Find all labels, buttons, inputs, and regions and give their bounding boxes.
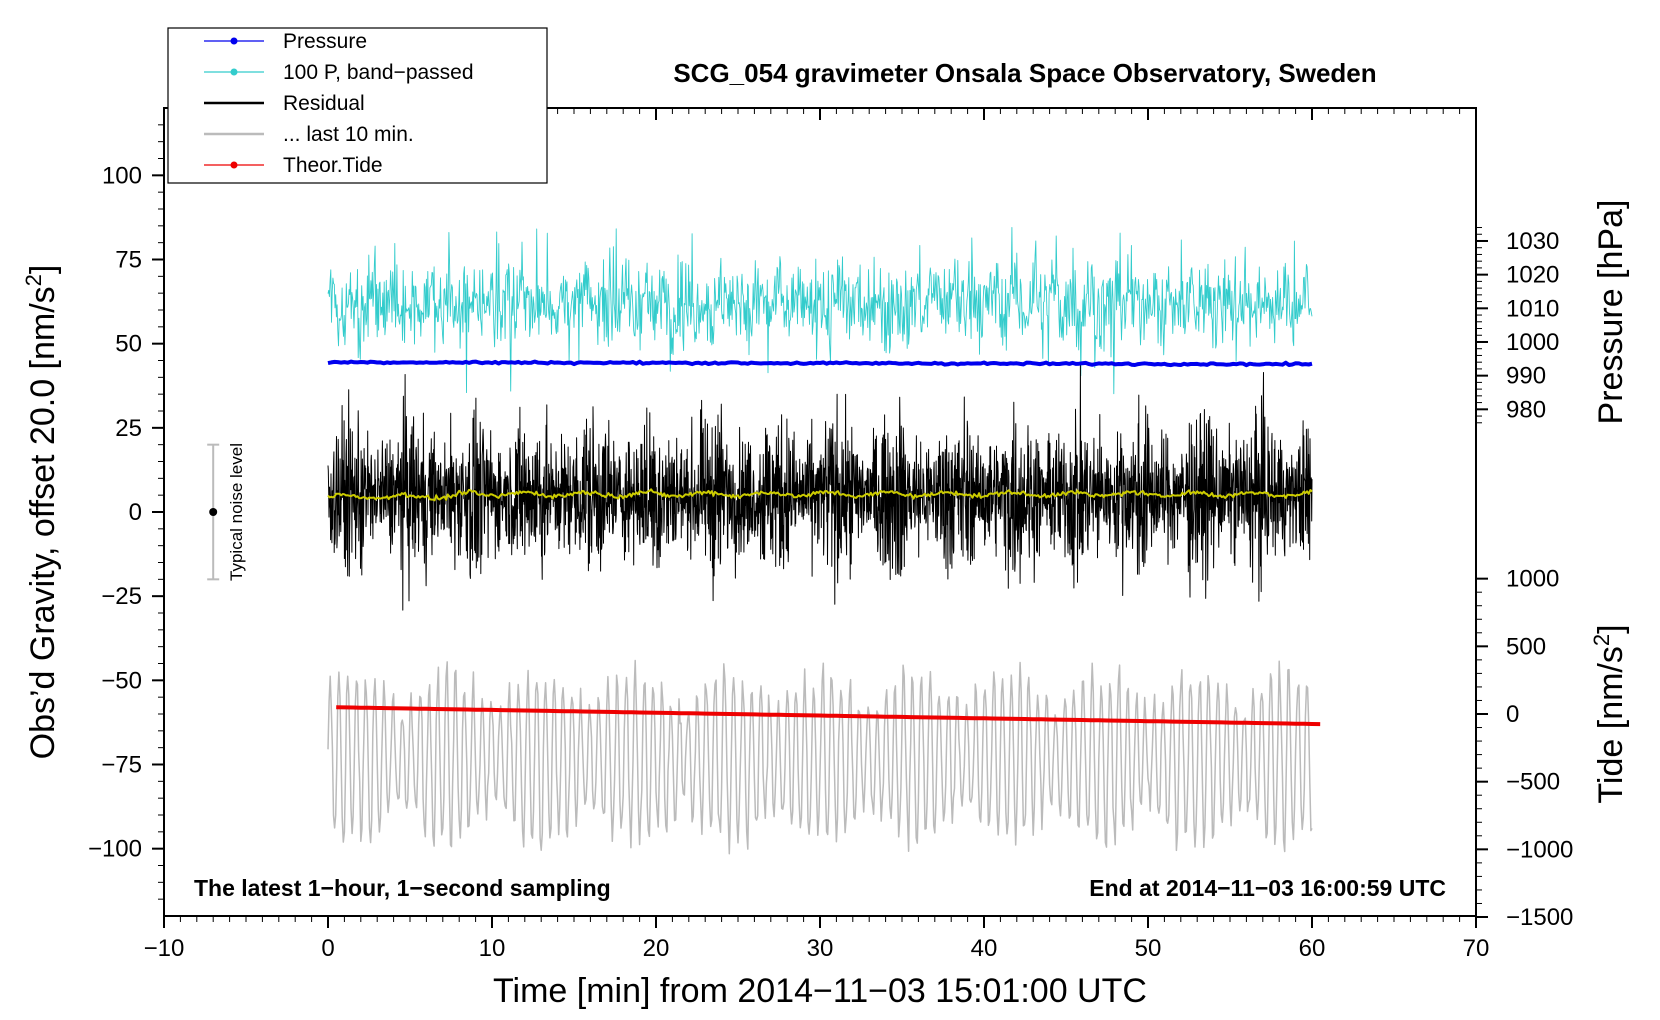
legend-entry: 100 P, band−passed: [204, 61, 474, 84]
series-layer: [327, 227, 1321, 855]
noise-level-indicator: Typical noise level: [207, 443, 246, 581]
legend-swatch-marker: [230, 68, 238, 76]
series-residual-smoothed: [327, 488, 1313, 502]
y-tick-left-label: −50: [101, 667, 142, 694]
legend-label: Residual: [283, 92, 365, 115]
legend-label: Pressure: [283, 30, 367, 53]
x-tick-label: −10: [144, 935, 185, 962]
noise-level-dot: [209, 508, 218, 516]
series-residual: [327, 362, 1313, 611]
legend-entry: Residual: [204, 92, 365, 115]
y-axis-title-tide-sup: 2: [1589, 634, 1614, 646]
y-axis-title-tide-end: ]: [1592, 624, 1630, 633]
y-tick-left-label: 100: [102, 162, 142, 189]
series-theoretical-tide: [336, 705, 1321, 727]
y-tick-tide-label: −1000: [1506, 836, 1573, 863]
series-pressure-band-passed: [327, 227, 1313, 395]
legend-entry: ... last 10 min.: [204, 123, 414, 146]
y-tick-left-label: 75: [115, 247, 142, 274]
note-left: The latest 1−hour, 1−second sampling: [194, 875, 611, 901]
x-tick-label: 50: [1135, 935, 1162, 962]
legend-entries: Pressure 100 P, band−passed Residual ... la…: [204, 30, 474, 177]
x-tick-label: 0: [321, 935, 334, 962]
y-tick-pressure-label: 1010: [1506, 295, 1559, 322]
y-axis-title-tide-text: Tide [nm/s: [1592, 646, 1630, 803]
note-right: End at 2014−11−03 16:00:59 UTC: [1089, 875, 1446, 901]
legend-swatch-marker: [230, 161, 238, 169]
series-pressure: [327, 359, 1313, 368]
y-tick-tide-label: 500: [1506, 633, 1546, 660]
x-axis-title: Time [min] from 2014−11−03 15:01:00 UTC: [493, 972, 1147, 1010]
y-tick-tide-label: 1000: [1506, 566, 1559, 593]
y-axis-title-left-text: Obs’d Gravity, offset 20.0 [nm/s: [24, 286, 62, 759]
x-tick-label: 60: [1299, 935, 1326, 962]
legend-entry: Pressure: [204, 30, 367, 53]
legend-entry: Theor.Tide: [204, 154, 383, 177]
x-tick-label: 70: [1463, 935, 1490, 962]
x-tick-label: 30: [807, 935, 834, 962]
y-tick-pressure-label: 1030: [1506, 228, 1559, 255]
legend: Pressure 100 P, band−passed Residual ... la…: [167, 27, 548, 184]
y-tick-pressure-label: 1020: [1506, 262, 1559, 289]
y-tick-tide-label: 0: [1506, 701, 1519, 728]
y-tick-tide-label: −1500: [1506, 904, 1573, 931]
x-tick-label: 20: [643, 935, 670, 962]
legend-box: [167, 27, 548, 184]
y-tick-left-label: −25: [101, 583, 142, 610]
y-axis-title-left: Obs’d Gravity, offset 20.0 [nm/s2]: [21, 265, 62, 760]
ticks-layer: −10 0 10 20 30 40 50 60 701007550250−25−50−75−10…: [88, 108, 1573, 962]
y-tick-left-label: 0: [129, 499, 142, 526]
y-axis-title-pressure: Pressure [hPa]: [1592, 200, 1630, 425]
y-tick-left-label: −100: [88, 836, 142, 863]
noise-level-label: Typical noise level: [227, 443, 246, 581]
y-tick-pressure-label: 980: [1506, 396, 1546, 423]
y-tick-pressure-label: 1000: [1506, 329, 1559, 356]
legend-label: 100 P, band−passed: [283, 61, 474, 84]
y-axis-title-tide: Tide [nm/s2]: [1589, 624, 1630, 803]
y-tick-tide-label: −500: [1506, 769, 1560, 796]
legend-swatch-marker: [230, 37, 238, 45]
legend-label: ... last 10 min.: [283, 123, 414, 146]
y-axis-title-left-sup: 2: [21, 274, 46, 286]
y-tick-left-label: −75: [101, 752, 142, 779]
y-tick-pressure-label: 990: [1506, 363, 1546, 390]
x-tick-label: 10: [479, 935, 506, 962]
y-axis-title-left-end: ]: [24, 265, 62, 274]
y-tick-left-label: 25: [115, 415, 142, 442]
chart-title: SCG_054 gravimeter Onsala Space Observat…: [673, 58, 1376, 88]
y-tick-left-label: 50: [115, 331, 142, 358]
legend-label: Theor.Tide: [283, 154, 383, 177]
x-tick-label: 40: [971, 935, 998, 962]
